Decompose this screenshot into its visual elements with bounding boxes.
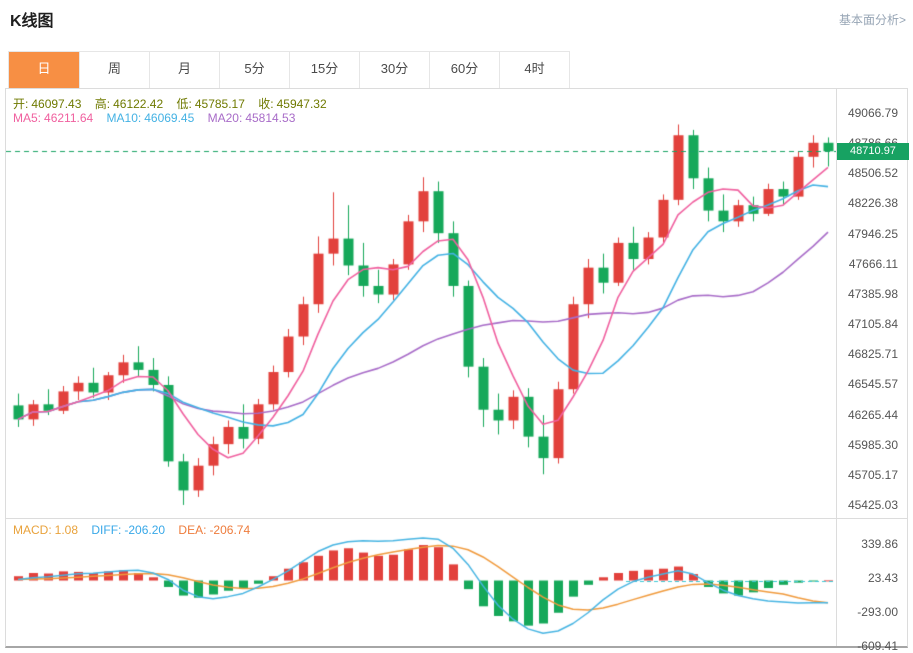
ma10-label: MA10: [106, 111, 142, 125]
open-value: 46097.43 [31, 97, 82, 111]
dea-label: DEA: [178, 523, 207, 537]
open-label: 开: [13, 97, 29, 111]
diff-value: -206.20 [124, 523, 166, 537]
macd-label: MACD: [13, 523, 52, 537]
ma10-value: 46069.45 [144, 111, 195, 125]
price-axis-label: 46545.57 [847, 377, 898, 392]
close-label: 收: [258, 97, 274, 111]
axis-divider [836, 89, 837, 646]
chart-container: 开: 46097.43 高: 46122.42 低: 45785.17 收: 45947… [5, 88, 909, 653]
price-axis-label: 47385.98 [847, 286, 898, 301]
period-tabs: 日 周 月 5分 15分 30分 60分 4时 [8, 51, 570, 89]
ma20-label: MA20: [207, 111, 243, 125]
ma5-label: MA5: [13, 111, 42, 125]
macd-info-bar: MACD: 1.08 DIFF: -206.20 DEA: -206.74 [13, 523, 260, 537]
price-axis-label: 46265.44 [847, 407, 898, 422]
tab-15min[interactable]: 15分 [289, 52, 359, 88]
price-axis-label: 45985.30 [847, 437, 898, 452]
high-value: 46122.42 [113, 97, 164, 111]
diff-label: DIFF: [91, 523, 122, 537]
price-axis-label: 48506.52 [847, 166, 898, 181]
panel-divider [6, 518, 907, 519]
tab-day[interactable]: 日 [9, 52, 79, 88]
price-axis-label: 47105.84 [847, 317, 898, 332]
high-label: 高: [94, 97, 111, 111]
price-axis-label: 48226.38 [847, 196, 898, 211]
ma20-value: 45814.53 [245, 111, 296, 125]
tab-5min[interactable]: 5分 [219, 52, 289, 88]
ohlc-info-bar: 开: 46097.43 高: 46122.42 低: 45785.17 收: 45947… [13, 95, 337, 112]
price-axis-label: 45425.03 [847, 497, 898, 512]
macd-axis-label: -293.00 [857, 605, 898, 619]
page-title: K线图 [10, 13, 54, 30]
tab-month[interactable]: 月 [149, 52, 219, 88]
macd-chart-canvas[interactable] [6, 519, 836, 646]
ma-info-bar: MA5: 46211.64 MA10: 46069.45 MA20: 45814.53 [13, 111, 305, 125]
price-axis-label: 45705.17 [847, 467, 898, 482]
low-value: 45785.17 [194, 97, 245, 111]
tab-week[interactable]: 周 [79, 52, 149, 88]
tab-30min[interactable]: 30分 [359, 52, 429, 88]
low-label: 低: [176, 97, 192, 111]
tab-60min[interactable]: 60分 [429, 52, 499, 88]
dea-value: -206.74 [209, 523, 251, 537]
fundamental-analysis-link[interactable]: 基本面分析> [838, 13, 906, 27]
price-axis-label: 46825.71 [847, 347, 898, 362]
macd-value: 1.08 [54, 523, 79, 537]
macd-axis-label: -609.41 [857, 638, 898, 653]
price-axis-label: 47946.25 [847, 226, 898, 241]
current-price-badge: 48710.97 [837, 143, 909, 161]
candlestick-chart-canvas[interactable] [6, 89, 836, 518]
close-value: 45947.32 [276, 97, 327, 111]
macd-axis-label: 23.43 [867, 571, 898, 585]
ma5-value: 46211.64 [44, 111, 94, 125]
price-axis-label: 49066.79 [847, 106, 898, 120]
macd-axis-label: 339.86 [861, 537, 898, 551]
price-axis-label: 47666.11 [848, 256, 898, 271]
tab-4hour[interactable]: 4时 [499, 52, 569, 88]
